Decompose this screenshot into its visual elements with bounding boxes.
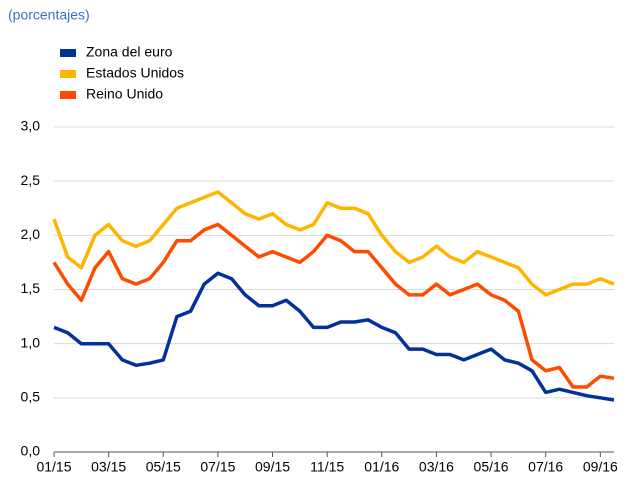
legend-label: Estados Unidos <box>86 65 184 81</box>
y-tick-label: 3,0 <box>21 118 41 134</box>
y-tick-label: 0,0 <box>21 443 41 459</box>
legend-swatch <box>60 70 76 78</box>
x-tick-label: 03/16 <box>419 459 454 475</box>
chart-title: (porcentajes) <box>8 7 90 23</box>
line-series <box>52 190 615 297</box>
legend-swatch <box>60 49 76 57</box>
x-tick-label: 09/16 <box>583 459 618 475</box>
x-tick-label: 11/15 <box>310 459 344 475</box>
x-tick-label: 09/15 <box>255 459 290 475</box>
line-series <box>52 222 615 389</box>
x-tick-label: 01/16 <box>364 459 399 475</box>
x-tick-label: 07/16 <box>528 459 563 475</box>
y-tick-label: 1,5 <box>21 280 41 296</box>
y-tick-label: 1,0 <box>21 334 41 350</box>
line-series <box>53 271 615 402</box>
x-tick-label: 05/16 <box>474 459 509 475</box>
legend-swatch <box>60 91 76 99</box>
x-tick-label: 03/15 <box>91 459 126 475</box>
y-tick-label: 0,5 <box>21 389 41 405</box>
x-tick-label: 01/15 <box>36 459 71 475</box>
legend-label: Zona del euro <box>86 44 173 60</box>
x-tick-label: 07/15 <box>200 459 235 475</box>
y-tick-label: 2,5 <box>21 172 41 188</box>
y-tick-label: 2,0 <box>21 226 41 242</box>
legend-label: Reino Unido <box>86 86 163 102</box>
x-tick-label: 05/15 <box>146 459 181 475</box>
